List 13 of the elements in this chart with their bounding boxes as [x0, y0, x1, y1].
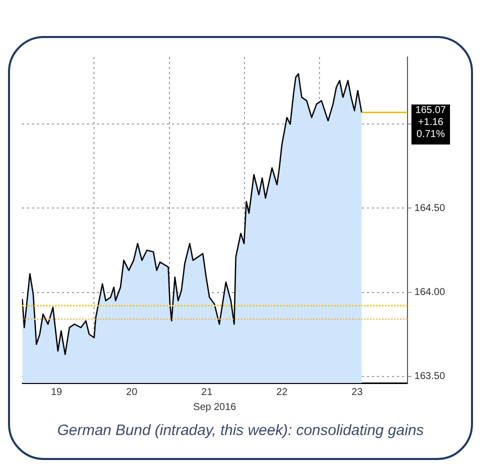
x-axis-title: Sep 2016	[193, 402, 237, 413]
x-tick-label: 23	[352, 386, 364, 398]
text: +1.16	[418, 117, 444, 128]
y-tick-label: 164.50	[414, 202, 446, 214]
x-tick-label: 19	[50, 386, 63, 398]
x-tick-label: 22	[276, 386, 288, 398]
x-tick-label: 20	[126, 386, 138, 398]
y-tick-label: 164.00	[414, 287, 446, 298]
x-tick-label: 21	[201, 386, 213, 398]
ref-line-label: 165.07	[415, 105, 446, 116]
text: 0.71%	[416, 129, 445, 140]
y-tick-label: 163.50	[414, 371, 446, 382]
text: German Bund (intraday, this week): consolidating gains	[56, 422, 425, 439]
